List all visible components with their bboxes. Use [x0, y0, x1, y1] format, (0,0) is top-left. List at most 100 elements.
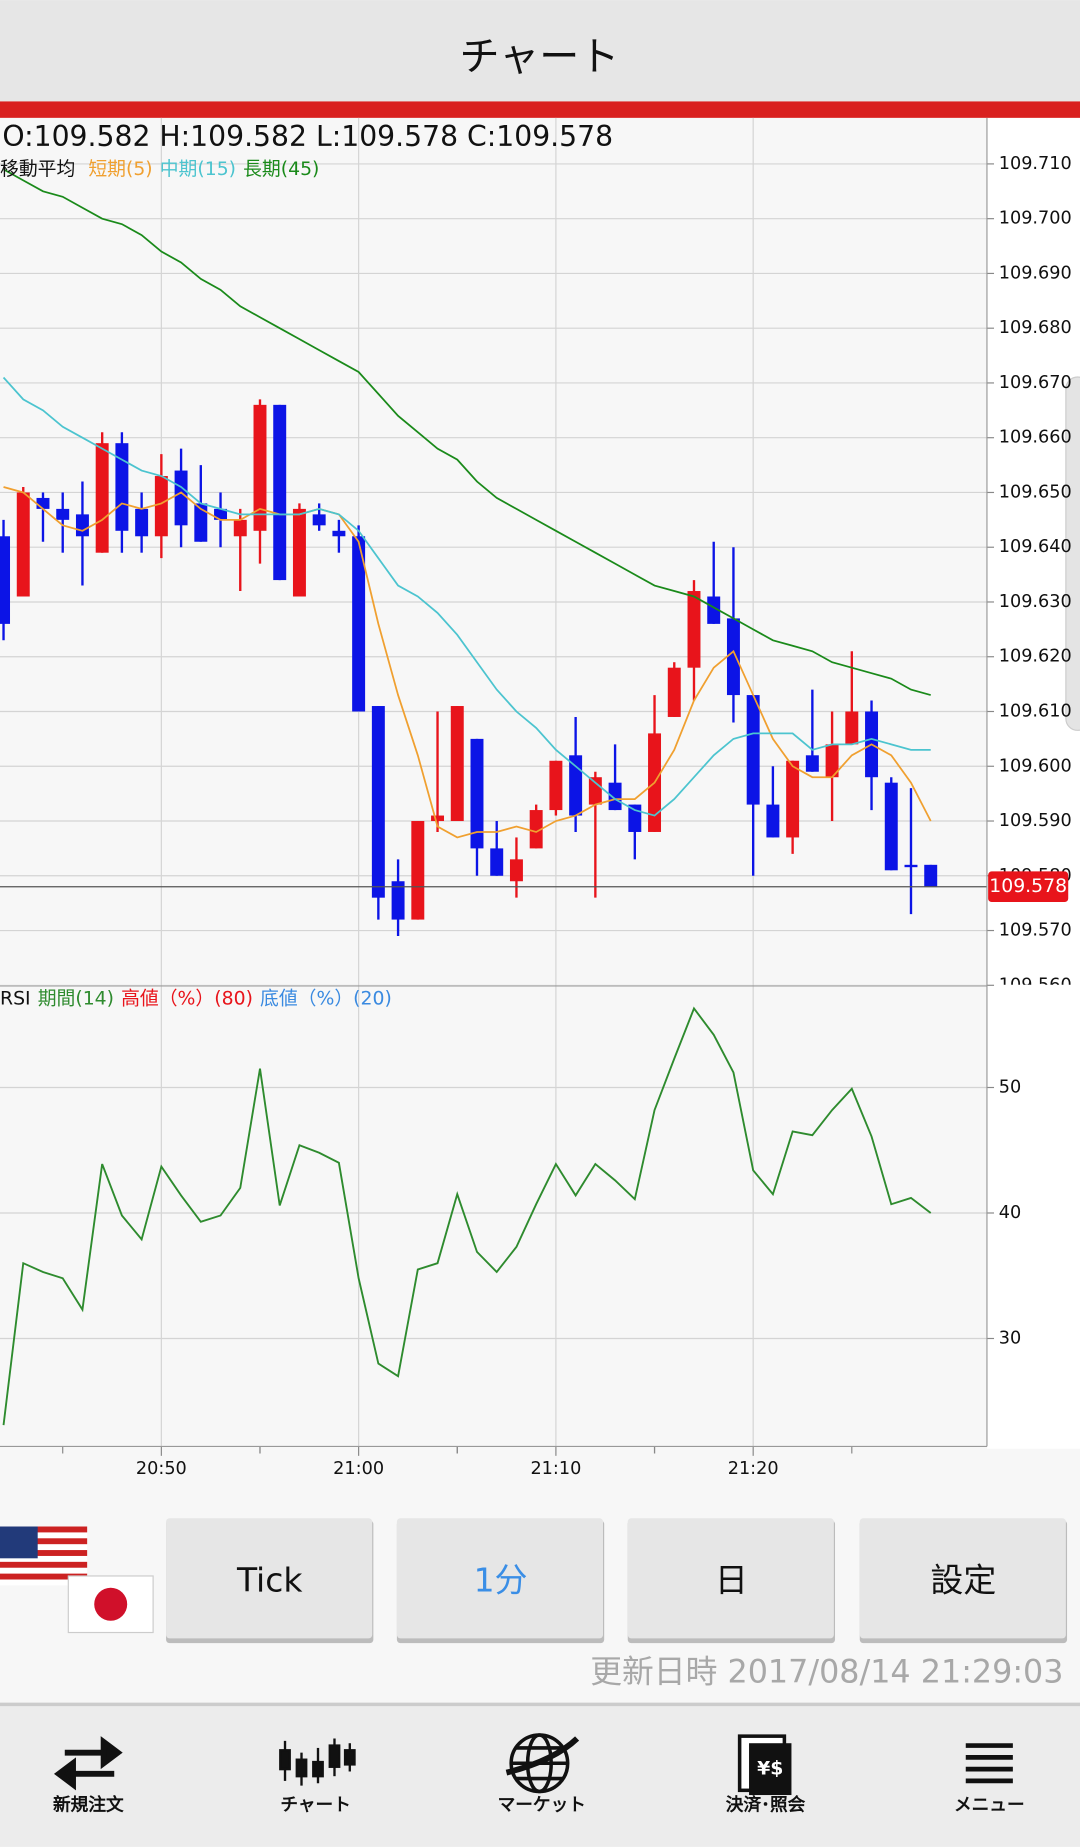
y-tick-label: 109.650 [999, 482, 1072, 502]
x-tick-label: 21:00 [333, 1459, 384, 1479]
candle-body [628, 804, 642, 832]
y-tick-label: 109.610 [999, 701, 1072, 721]
button-label: 設定 [930, 1560, 996, 1599]
button-label: Tick [236, 1560, 303, 1599]
candle-body [529, 810, 543, 849]
nav-label[interactable]: メニュー [954, 1796, 1025, 1816]
nav-label[interactable]: チャート [280, 1796, 350, 1816]
x-tick-label: 21:20 [728, 1459, 779, 1479]
candle-body [726, 618, 740, 696]
jp-flag [67, 1575, 154, 1634]
candle-body [391, 881, 405, 920]
nav-label[interactable]: 決済･照会 [726, 1794, 806, 1816]
legend-entry: 長期(45) [243, 158, 319, 180]
y-tick-label: 109.620 [999, 647, 1072, 667]
current-price-box [988, 871, 1069, 903]
nav-label[interactable]: マーケット [498, 1795, 586, 1816]
candle-body [75, 514, 89, 537]
candle-body [569, 755, 583, 816]
candle-body [411, 821, 425, 920]
candle-body [707, 596, 721, 624]
candle-body [194, 503, 208, 542]
current-price-label: 109.578 [989, 876, 1067, 897]
tab-button[interactable]: 1分 [396, 1518, 605, 1644]
candle-body [509, 859, 523, 882]
tab-button[interactable]: Tick [166, 1518, 374, 1644]
moving-average [2, 376, 931, 817]
y-tick-label: 109.670 [999, 373, 1072, 393]
rsi-legend-title: RSI [0, 988, 31, 1009]
update-time: 更新日時 2017/08/14 21:29:03 [590, 1654, 1063, 1691]
button-face [396, 1518, 604, 1639]
moving-average [3, 168, 931, 696]
y-tick-label: 109.570 [999, 921, 1072, 941]
button-label: 日 [715, 1560, 748, 1599]
candle-body [56, 508, 70, 520]
svg-text:¥$: ¥$ [757, 1759, 783, 1780]
candle-body [667, 667, 681, 717]
side-handle[interactable] [1065, 376, 1080, 731]
tab-button[interactable]: 設定 [859, 1518, 1068, 1644]
candle-body [924, 864, 938, 887]
y-tick-label: 109.640 [999, 537, 1072, 557]
nav-icon-settlement: ¥$ [737, 1734, 792, 1796]
rsi-line [2, 1006, 932, 1426]
candle-body [214, 508, 228, 520]
nav-icon-menu [965, 1743, 1013, 1784]
candle-body [766, 804, 780, 838]
candle-body [490, 848, 504, 876]
candle-body [0, 536, 11, 624]
candle-body [154, 476, 168, 537]
legend-entry: 短期(5) [88, 158, 152, 180]
header-title: チャート [460, 34, 620, 80]
chart-layer: 20:50 21:00 21:10 21:20 109.710 109.700 109.69… [0, 117, 1072, 1479]
nav-icon-chart [279, 1738, 356, 1786]
moving-average [3, 486, 932, 839]
candle-body [135, 508, 149, 537]
candle-body [825, 744, 839, 778]
axis-area [986, 117, 1080, 1449]
candle-body [253, 404, 267, 531]
y-tick-label: 109.600 [999, 756, 1072, 776]
legend-entry: 中期(15) [160, 158, 236, 180]
candle-body [332, 530, 346, 537]
candle-body [805, 755, 819, 772]
y-tick-label: 109.690 [999, 263, 1072, 283]
candle-body [904, 864, 918, 868]
candle-body [608, 782, 622, 811]
candle-body [450, 706, 464, 822]
x-tick-label: 21:10 [530, 1459, 581, 1479]
y-tick-label: 109.560 [999, 975, 1072, 995]
y-tick-label: 109.660 [999, 428, 1072, 448]
candle-body [36, 497, 50, 509]
candle-body [470, 738, 484, 849]
ma-legend-title: 移動平均 [0, 158, 75, 180]
candle-body [312, 514, 326, 526]
candle-body [115, 443, 129, 531]
candle-body [371, 706, 385, 898]
y-tick-label: 40 [999, 1203, 1021, 1223]
candle-body [352, 536, 366, 712]
nav-label[interactable]: 新規注文 [53, 1794, 124, 1816]
tab-button[interactable]: 日 [627, 1518, 836, 1644]
nav-bar [0, 1704, 1080, 1847]
candle-body [273, 404, 287, 581]
button-label: 1分 [474, 1560, 528, 1599]
button-face [627, 1518, 834, 1639]
candle-body [588, 777, 602, 805]
candle-body [549, 760, 563, 811]
candle-body [16, 492, 30, 597]
candle-body [746, 695, 760, 805]
legend-entry: 期間(14) [38, 987, 114, 1009]
ohlc-text: O:109.582 H:109.582 L:109.578 C:109.578 [2, 120, 613, 153]
legend-entry: 高値（%）(80) [121, 987, 253, 1009]
header-bar [0, 0, 1080, 102]
y-tick-label: 30 [999, 1328, 1021, 1348]
candle-body [174, 470, 188, 526]
y-tick-label: 109.700 [999, 209, 1072, 229]
candle-body [884, 782, 898, 871]
button-face [166, 1518, 373, 1639]
x-tick-label: 20:50 [136, 1459, 187, 1479]
